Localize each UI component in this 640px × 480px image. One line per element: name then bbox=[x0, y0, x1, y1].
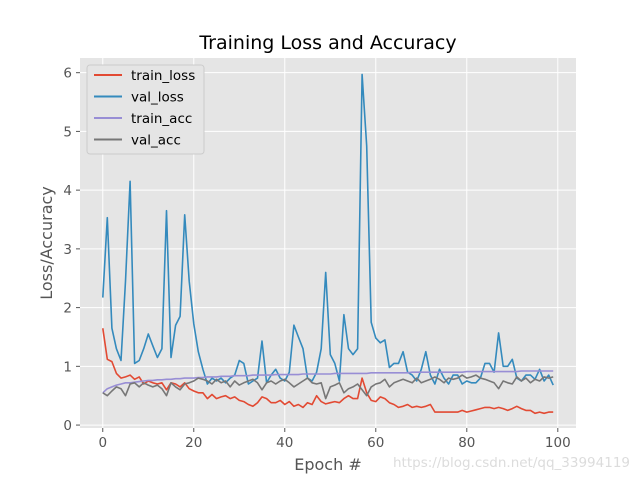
x-tick-label: 20 bbox=[185, 435, 202, 451]
chart-title: Training Loss and Accuracy bbox=[198, 32, 456, 54]
x-tick-label: 60 bbox=[367, 435, 384, 451]
x-tick-label: 80 bbox=[458, 435, 475, 451]
legend-label-train-acc: train_acc bbox=[131, 111, 192, 127]
x-tick-label: 0 bbox=[98, 435, 107, 451]
y-axis-label: Loss/Accuracy bbox=[37, 186, 56, 300]
legend-label-train-loss: train_loss bbox=[131, 68, 195, 84]
legend: train_loss val_loss train_acc val_acc bbox=[86, 64, 205, 155]
series-line-val-loss bbox=[102, 73, 554, 386]
legend-box bbox=[86, 64, 205, 155]
y-tick-label: 2 bbox=[63, 301, 72, 317]
legend-label-val-loss: val_loss bbox=[131, 90, 184, 106]
axis-ticks: 0 20 40 60 80 100 0 1 2 3 4 5 6 bbox=[63, 66, 570, 451]
x-tick-label: 100 bbox=[545, 435, 571, 451]
series-lines bbox=[102, 73, 554, 415]
y-tick-label: 1 bbox=[63, 359, 72, 375]
y-tick-label: 4 bbox=[63, 183, 72, 199]
x-tick-label: 40 bbox=[276, 435, 293, 451]
series-line-train-acc bbox=[102, 370, 554, 394]
y-tick-label: 6 bbox=[63, 66, 72, 82]
x-axis-label: Epoch # bbox=[294, 455, 361, 474]
series-line-train-loss bbox=[102, 328, 554, 415]
watermark: https://blog.csdn.net/qq_33994119 bbox=[393, 455, 630, 471]
y-tick-label: 5 bbox=[63, 124, 72, 140]
series-line-val-acc bbox=[102, 374, 554, 400]
legend-label-val-acc: val_acc bbox=[131, 133, 181, 149]
y-tick-label: 3 bbox=[63, 242, 72, 258]
y-tick-label: 0 bbox=[63, 418, 72, 434]
